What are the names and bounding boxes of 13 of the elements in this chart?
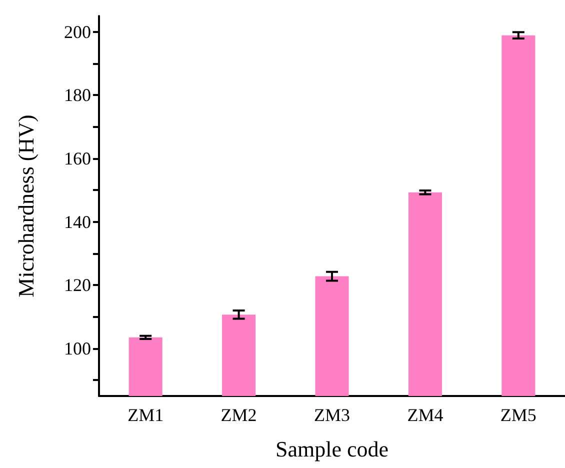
- y-tick-label: 100: [64, 338, 91, 358]
- y-tick-label: 180: [64, 85, 91, 106]
- y-axis-title: Microhardness (HV): [14, 114, 38, 298]
- x-tick-label: ZM2: [220, 405, 257, 425]
- x-tick-label: ZM5: [500, 405, 536, 425]
- y-tick-label: 120: [64, 275, 91, 296]
- x-tick-label: ZM4: [407, 405, 444, 425]
- x-axis-title: Sample code: [275, 436, 389, 462]
- x-tick-label: ZM3: [314, 405, 350, 425]
- y-tick-label: 160: [64, 148, 91, 168]
- y-tick-label: 140: [64, 212, 91, 232]
- x-tick-label: ZM1: [128, 405, 164, 425]
- y-tick-label: 200: [64, 22, 91, 42]
